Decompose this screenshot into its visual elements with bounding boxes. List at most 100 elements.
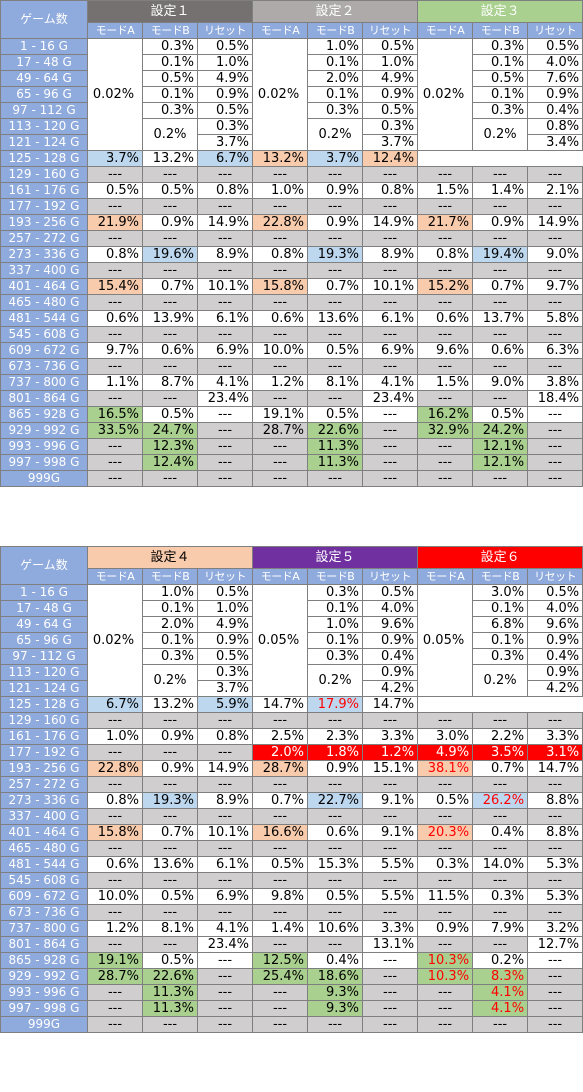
reset-value: 0.9%	[527, 664, 583, 681]
reset-value: ---	[196, 984, 254, 1001]
mode-b-value: 7.9%	[472, 920, 529, 937]
mode-a-value: ---	[252, 872, 309, 889]
mode-a-value: ---	[417, 262, 474, 279]
reset-value: ---	[196, 294, 254, 311]
mode-b-value: 17.9%	[307, 696, 364, 713]
game-range-label: 801 - 864 G	[0, 390, 88, 407]
mode-a-value: 1.5%	[417, 182, 474, 199]
reset-value: 18.4%	[527, 390, 583, 407]
mode-b-value: ---	[307, 470, 364, 487]
setting-header: 設定３	[417, 0, 583, 23]
mode-a-value: 0.6%	[417, 310, 474, 327]
game-range-label: 121 - 124 G	[0, 680, 88, 697]
game-range-label: 257 - 272 G	[0, 230, 88, 247]
mode-b-value: 0.1%	[472, 632, 529, 649]
mode-b-value: 15.3%	[307, 856, 364, 873]
table-row: 997 - 998 G --- 12.4% --- --- 11.3% --- --- 12.1…	[0, 454, 583, 471]
mode-b-value: ---	[142, 390, 198, 407]
game-range-label: 161 - 176 G	[0, 728, 88, 745]
mode-a-value: ---	[252, 1016, 309, 1033]
mode-a-value: 19.1%	[87, 952, 143, 969]
mode-a-value: 15.4%	[87, 278, 143, 295]
mode-a-value: 0.5%	[417, 792, 474, 809]
mode-b-value: 0.7%	[472, 760, 529, 777]
mode-a-value: 28.7%	[252, 422, 309, 439]
mode-a-value: ---	[252, 454, 309, 471]
reset-value: 3.1%	[527, 744, 583, 761]
table-row: 465 - 480 G --- --- --- --- --- --- --- --- ---	[0, 840, 583, 857]
table-row: 97 - 112 G 0.3% 0.5% 0.3% 0.4% 0.3% 0.4%	[0, 648, 583, 665]
reset-value: 14.9%	[196, 760, 254, 777]
mode-b-value: 3.7%	[87, 150, 143, 167]
reset-value: ---	[362, 776, 419, 793]
mode-b-value: 11.3%	[307, 454, 364, 471]
mode-a-value: ---	[252, 712, 309, 729]
mode-b-value: 0.3%	[142, 38, 198, 55]
game-range-label: 125 - 128 G	[0, 150, 88, 167]
mode-a-value: ---	[417, 712, 474, 729]
game-range-label: 993 - 996 G	[0, 984, 88, 1001]
mode-a-value: 33.5%	[87, 422, 143, 439]
reset-value: 13.2%	[142, 696, 198, 713]
mode-b-value: 9.0%	[472, 374, 529, 391]
game-range-label: 65 - 96 G	[0, 632, 88, 649]
mode-b-value: 1.0%	[307, 616, 364, 633]
mode-a-value: 0.05%	[252, 584, 309, 697]
table-row: 1 - 16 G 0.02% 0.3% 0.5% 0.02% 1.0% 0.5% 0.02% 0…	[0, 38, 583, 151]
reset-value: 0.9%	[362, 86, 419, 103]
reset-value: ---	[527, 776, 583, 793]
reset-value: 3.3%	[362, 920, 419, 937]
reset-value: 6.3%	[527, 342, 583, 359]
reset-value: ---	[196, 438, 254, 455]
mode-a-value: ---	[417, 438, 474, 455]
mode-b-value: 22.7%	[307, 792, 364, 809]
mode-b-value: ---	[472, 776, 529, 793]
mode-b-value: 8.7%	[142, 374, 198, 391]
mode-b-value: 9.3%	[307, 1000, 364, 1017]
reset-value: 8.8%	[527, 792, 583, 809]
mode-b-value: 0.5%	[142, 888, 198, 905]
mode-subheader: リセット	[527, 22, 583, 39]
mode-b-value: 5.9%	[196, 696, 254, 713]
mode-a-value: ---	[87, 776, 143, 793]
mode-b-value: ---	[307, 872, 364, 889]
reset-value: 3.7%	[196, 134, 254, 151]
mode-a-value: 0.6%	[87, 856, 143, 873]
mode-a-value: 2.5%	[252, 728, 309, 745]
mode-subheader: モードA	[417, 568, 474, 585]
table-row: 113 - 120 G 0.2% 0.3% 0.2% 0.9% 0.2% 0.9%	[0, 664, 583, 697]
mode-b-value: 0.1%	[307, 86, 364, 103]
reset-value: ---	[362, 454, 419, 471]
mode-b-value: 12.3%	[142, 438, 198, 455]
reset-value: 0.8%	[362, 182, 419, 199]
mode-a-value: 38.1%	[417, 760, 474, 777]
game-range-label: 401 - 464 G	[0, 824, 88, 841]
reset-value: 5.5%	[362, 856, 419, 873]
reset-value: 0.9%	[527, 86, 583, 103]
reset-value: 14.7%	[362, 696, 419, 713]
reset-value: 10.1%	[196, 824, 254, 841]
mode-a-value: ---	[87, 984, 143, 1001]
mode-b-value: 0.4%	[472, 824, 529, 841]
mode-subheader: モードB	[472, 568, 529, 585]
mode-b-value: 0.1%	[307, 600, 364, 617]
mode-b-value: 24.7%	[142, 422, 198, 439]
mode-a-value: ---	[87, 872, 143, 889]
reset-value: 13.2%	[252, 150, 309, 167]
reset-value: 14.9%	[527, 214, 583, 231]
table-row: 545 - 608 G --- --- --- --- --- --- --- --- ---	[0, 326, 583, 343]
mode-b-value: 3.5%	[472, 744, 529, 761]
table-row: 125 - 128 G 3.7% 13.2% 6.7% 13.2% 3.7% 12.4%	[0, 150, 583, 167]
reset-value: ---	[196, 470, 254, 487]
reset-value: 10.1%	[362, 278, 419, 295]
mode-b-value: 0.5%	[307, 342, 364, 359]
mode-b-value: 0.1%	[472, 600, 529, 617]
corner-label: ゲーム数	[0, 546, 88, 585]
table-row: 401 - 464 G 15.4% 0.7% 10.1% 15.8% 0.7% 10.1% 1…	[0, 278, 583, 295]
reset-value: ---	[196, 198, 254, 215]
table-row: 865 - 928 G 16.5% 0.5% --- 19.1% 0.5% --- 16.2%…	[0, 406, 583, 423]
reset-value: 0.5%	[196, 584, 254, 601]
mode-b-value: ---	[307, 358, 364, 375]
mode-b-value: 0.1%	[307, 632, 364, 649]
table-row: 121 - 124 G 3.7% 4.2% 4.2%	[0, 680, 583, 697]
